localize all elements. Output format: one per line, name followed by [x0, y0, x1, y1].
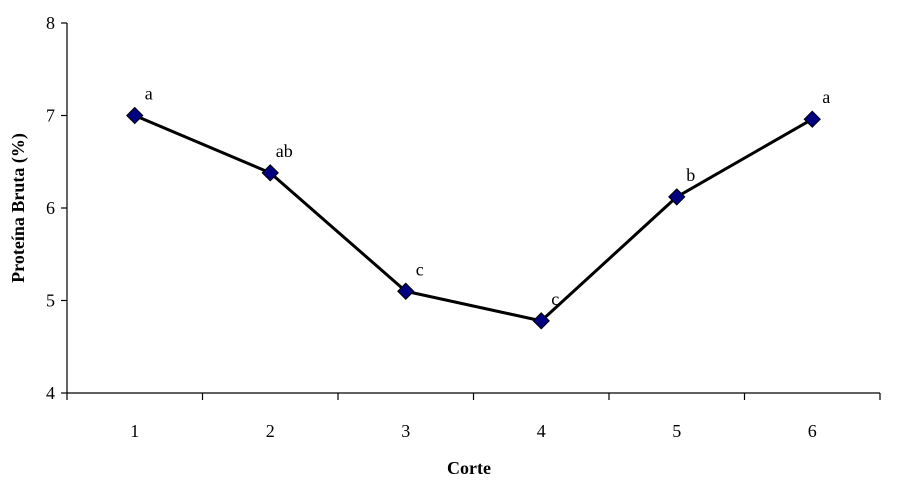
data-point: [803, 110, 821, 128]
point-label: a: [145, 84, 153, 104]
y-tick-label: 5: [46, 291, 55, 311]
point-label-layer: a ab c c b a: [145, 84, 831, 309]
y-tick-label: 6: [46, 198, 55, 218]
point-label: c: [551, 289, 559, 309]
y-tick-label: 4: [46, 383, 55, 403]
x-axis-title: Corte: [447, 458, 491, 478]
x-tick-label: 2: [266, 421, 275, 441]
data-point: [397, 282, 415, 300]
series-layer: [126, 106, 821, 330]
data-point: [261, 164, 279, 182]
y-axis-title: Proteína Bruta (%): [8, 133, 29, 283]
x-tick-label: 1: [130, 421, 139, 441]
x-tick-label: 6: [808, 421, 817, 441]
x-tick-label: 4: [537, 421, 546, 441]
point-label: c: [416, 259, 424, 279]
point-label: ab: [276, 141, 293, 161]
y-ticks: 4 5 6 7 8: [46, 13, 67, 403]
axes: [66, 23, 880, 394]
point-label: a: [822, 87, 830, 107]
data-point: [668, 188, 686, 206]
y-tick-label: 7: [46, 106, 55, 126]
x-tick-label: 3: [401, 421, 410, 441]
x-tick-label: 5: [672, 421, 681, 441]
series-line: [134, 114, 813, 323]
x-ticks: 1 2 3 4 5 6: [66, 393, 881, 441]
y-tick-label: 8: [46, 13, 55, 33]
data-point: [532, 312, 550, 330]
point-label: b: [686, 165, 695, 185]
data-point: [126, 106, 144, 125]
